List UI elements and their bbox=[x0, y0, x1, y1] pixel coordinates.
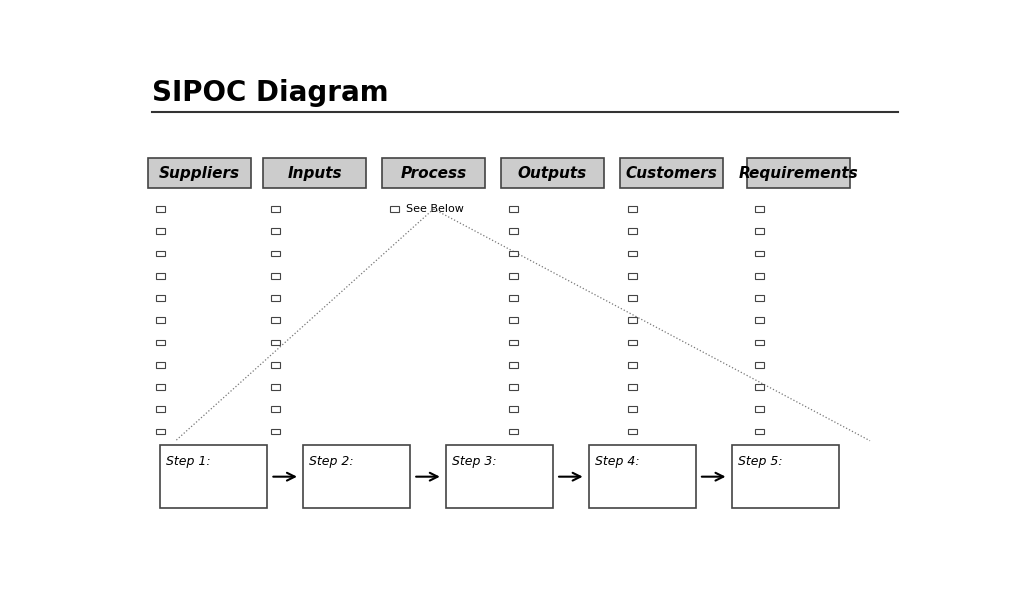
Bar bbox=[628, 250, 638, 256]
Bar bbox=[156, 429, 165, 434]
Bar bbox=[156, 273, 165, 279]
Bar bbox=[628, 384, 638, 389]
Bar bbox=[156, 206, 165, 212]
Bar bbox=[501, 158, 604, 188]
Bar bbox=[755, 340, 765, 346]
Text: Inputs: Inputs bbox=[287, 166, 342, 181]
Bar bbox=[628, 340, 638, 346]
Bar bbox=[748, 158, 850, 188]
Bar bbox=[509, 362, 518, 367]
Bar bbox=[509, 206, 518, 212]
Bar bbox=[621, 158, 723, 188]
Bar bbox=[509, 384, 518, 389]
Bar bbox=[628, 273, 638, 279]
Bar bbox=[263, 158, 367, 188]
Bar bbox=[509, 228, 518, 234]
Bar bbox=[156, 362, 165, 367]
Bar bbox=[509, 429, 518, 434]
Bar bbox=[156, 406, 165, 412]
Bar bbox=[589, 445, 696, 508]
Bar bbox=[445, 445, 553, 508]
Bar bbox=[270, 340, 281, 346]
Bar bbox=[755, 384, 765, 389]
Bar bbox=[270, 295, 281, 301]
Text: Step 2:: Step 2: bbox=[309, 455, 354, 468]
Bar bbox=[156, 317, 165, 323]
Bar bbox=[509, 273, 518, 279]
Bar bbox=[755, 206, 765, 212]
Bar bbox=[628, 429, 638, 434]
Bar bbox=[628, 406, 638, 412]
Bar bbox=[731, 445, 839, 508]
Bar bbox=[628, 317, 638, 323]
Bar bbox=[509, 340, 518, 346]
Bar bbox=[270, 317, 281, 323]
Bar bbox=[628, 295, 638, 301]
Text: See Below: See Below bbox=[406, 204, 464, 214]
Bar bbox=[628, 362, 638, 367]
Text: Process: Process bbox=[400, 166, 467, 181]
Bar bbox=[509, 250, 518, 256]
Bar bbox=[156, 250, 165, 256]
Bar bbox=[270, 362, 281, 367]
Bar bbox=[270, 384, 281, 389]
Bar bbox=[160, 445, 267, 508]
Bar bbox=[382, 158, 485, 188]
Bar bbox=[156, 228, 165, 234]
Text: Step 3:: Step 3: bbox=[453, 455, 497, 468]
Text: Step 4:: Step 4: bbox=[595, 455, 640, 468]
Bar bbox=[628, 228, 638, 234]
Text: Outputs: Outputs bbox=[518, 166, 587, 181]
Bar bbox=[628, 206, 638, 212]
Bar bbox=[755, 228, 765, 234]
Bar bbox=[147, 158, 251, 188]
Bar bbox=[156, 340, 165, 346]
Bar bbox=[755, 273, 765, 279]
Bar bbox=[755, 406, 765, 412]
Text: Step 5:: Step 5: bbox=[738, 455, 782, 468]
Bar bbox=[270, 250, 281, 256]
Bar bbox=[755, 317, 765, 323]
Text: Suppliers: Suppliers bbox=[159, 166, 240, 181]
Bar bbox=[270, 406, 281, 412]
Bar bbox=[509, 317, 518, 323]
Bar bbox=[755, 295, 765, 301]
Bar bbox=[270, 273, 281, 279]
Text: Customers: Customers bbox=[626, 166, 718, 181]
Bar bbox=[755, 250, 765, 256]
Bar bbox=[156, 384, 165, 389]
Text: SIPOC Diagram: SIPOC Diagram bbox=[152, 79, 388, 107]
Bar bbox=[270, 206, 281, 212]
Bar bbox=[270, 429, 281, 434]
Bar bbox=[303, 445, 411, 508]
Text: Step 1:: Step 1: bbox=[167, 455, 211, 468]
Bar bbox=[156, 295, 165, 301]
Bar bbox=[390, 206, 399, 212]
Text: Requirements: Requirements bbox=[738, 166, 858, 181]
Bar bbox=[755, 362, 765, 367]
Bar bbox=[509, 406, 518, 412]
Bar bbox=[270, 228, 281, 234]
Bar bbox=[509, 295, 518, 301]
Bar bbox=[755, 429, 765, 434]
